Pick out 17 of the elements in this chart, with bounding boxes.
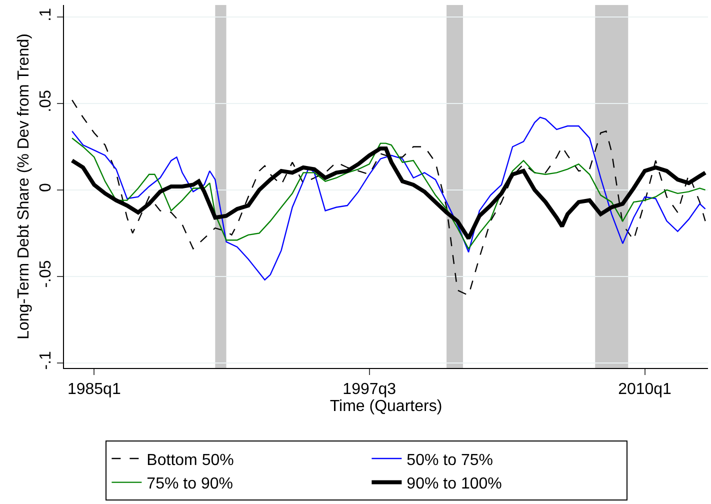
legend-label: 90% to 100% [406, 476, 502, 493]
legend-label: Bottom 50% [146, 452, 234, 469]
line-series [71, 99, 706, 296]
y-tick-label: .05 [38, 90, 55, 112]
x-tick-label: 1997q3 [342, 381, 396, 398]
x-axis-title: Time (Quarters) [330, 398, 442, 416]
y-tick-label: -.1 [38, 350, 55, 370]
y-axis-title: Long-Term Debt Share (% Dev from Trend) [16, 34, 32, 340]
line-series [71, 138, 706, 250]
y-tick-label: 0 [38, 183, 55, 192]
line-series [71, 116, 706, 280]
y-tick-label: .1 [38, 8, 55, 22]
x-tick-label: 2010q1 [618, 381, 672, 398]
x-tick-label: 1985q1 [67, 381, 121, 398]
y-tick-label: -.05 [38, 260, 55, 288]
legend-label: 75% to 90% [146, 476, 233, 493]
legend-label: 50% to 75% [406, 452, 493, 469]
